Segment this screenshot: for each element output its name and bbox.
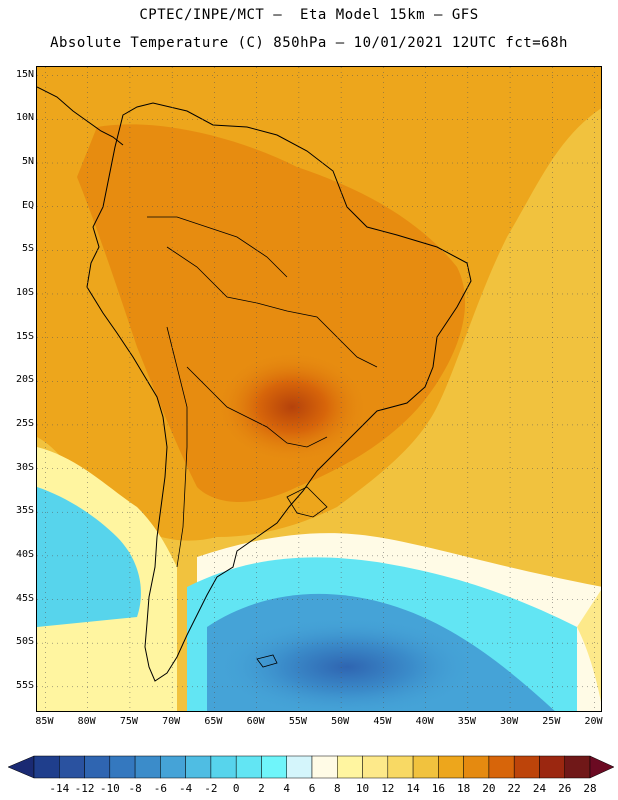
longitude-tick-label: 60W bbox=[246, 716, 265, 727]
colorbar-tick-label: -8 bbox=[128, 782, 142, 795]
colorbar-swatch bbox=[235, 755, 262, 779]
colorbar-tick-label: -12 bbox=[74, 782, 95, 795]
colorbar-tick-label: 16 bbox=[431, 782, 445, 795]
latitude-tick-label: 55S bbox=[15, 679, 34, 691]
colorbar-tick-label: 24 bbox=[532, 782, 547, 795]
longitude-tick-label: 55W bbox=[288, 716, 307, 727]
latitude-tick-label: 20S bbox=[15, 374, 34, 386]
colorbar-swatch bbox=[286, 755, 313, 779]
latitude-tick-label: 5N bbox=[21, 156, 34, 168]
colorbar-swatch bbox=[513, 755, 540, 779]
longitude-tick-label: 25W bbox=[542, 716, 561, 727]
latitude-tick-label: 45S bbox=[15, 592, 34, 604]
heat-maximum-region bbox=[217, 352, 367, 462]
colorbar-tick-label: -6 bbox=[153, 782, 167, 795]
colorbar-swatch bbox=[387, 755, 414, 779]
colorbar-tick-label: -10 bbox=[99, 782, 120, 795]
longitude-tick-label: 50W bbox=[331, 716, 350, 727]
latitude-tick-label: EQ bbox=[21, 199, 34, 211]
colorbar-swatch bbox=[488, 755, 515, 779]
map-canvas bbox=[37, 67, 601, 711]
temperature-field-cold-pacific bbox=[37, 487, 141, 627]
latitude-tick-label: 10N bbox=[15, 112, 34, 124]
colorbar-tick-label: 12 bbox=[381, 782, 395, 795]
longitude-tick-label: 20W bbox=[584, 716, 603, 727]
colorbar-swatch bbox=[564, 755, 591, 779]
longitude-tick-label: 80W bbox=[77, 716, 96, 727]
longitude-tick-label: 30W bbox=[500, 716, 519, 727]
longitude-tick-label: 65W bbox=[204, 716, 223, 727]
colorbar-swatch bbox=[185, 755, 212, 779]
colorbar-tick-label: 26 bbox=[558, 782, 572, 795]
colorbar-tick-label: 6 bbox=[308, 782, 316, 795]
colorbar-swatch bbox=[109, 755, 136, 779]
south-america-coastline bbox=[86, 102, 472, 682]
colorbar-tick-label: -2 bbox=[204, 782, 218, 795]
colorbar-swatch bbox=[362, 755, 389, 779]
latitude-tick-label: 10S bbox=[15, 286, 34, 298]
longitude-tick-label: 85W bbox=[35, 716, 54, 727]
colorbar-swatch bbox=[261, 755, 287, 779]
central-america-coastline bbox=[37, 86, 124, 146]
cold-minimum-region bbox=[217, 617, 477, 711]
colorbar-swatch bbox=[134, 755, 161, 779]
colorbar-high-arrow bbox=[589, 755, 615, 779]
latitude-tick-label: 15S bbox=[15, 330, 34, 342]
colorbar-tick-label: 2 bbox=[258, 782, 265, 795]
temperature-map bbox=[36, 66, 602, 712]
colorbar-tick-label: 8 bbox=[333, 782, 341, 795]
colorbar-tick-label: 22 bbox=[507, 782, 521, 795]
uruguay-border bbox=[286, 486, 328, 518]
latitude-tick-label: 30S bbox=[15, 461, 34, 473]
falkland-islands bbox=[256, 654, 278, 668]
colorbar-swatch bbox=[311, 755, 338, 779]
map-title-line2: Absolute Temperature (C) 850hPa – 10/01/… bbox=[50, 35, 568, 51]
colorbar-tick-label: -14 bbox=[49, 782, 70, 795]
colorbar-swatch bbox=[412, 755, 439, 779]
longitude-tick-label: 75W bbox=[119, 716, 138, 727]
colorbar-swatch bbox=[337, 755, 363, 779]
latitude-tick-label: 50S bbox=[15, 636, 34, 648]
country-border bbox=[186, 366, 328, 448]
colorbar-tick-label: 18 bbox=[457, 782, 471, 795]
longitude-tick-label: 70W bbox=[162, 716, 181, 727]
longitude-tick-label: 35W bbox=[457, 716, 476, 727]
colorbar-tick-label: 0 bbox=[232, 782, 240, 795]
colorbar-low-arrow bbox=[7, 755, 35, 779]
latitude-tick-label: 25S bbox=[15, 417, 34, 429]
colorbar-swatch bbox=[463, 755, 490, 779]
temperature-field-east-warm bbox=[577, 590, 601, 702]
latitude-tick-label: 35S bbox=[15, 505, 34, 517]
colorbar-swatch bbox=[210, 755, 237, 779]
colorbar-tick-label: 14 bbox=[406, 782, 420, 795]
longitude-tick-label: 45W bbox=[373, 716, 392, 727]
latitude-tick-label: 40S bbox=[15, 548, 34, 560]
colorbar-tick-label: -4 bbox=[179, 782, 193, 795]
latitude-tick-label: 5S bbox=[21, 243, 34, 255]
colorbar-tick-label: 28 bbox=[583, 782, 597, 795]
temperature-field-warm-core bbox=[77, 124, 466, 502]
map-title-line1: CPTEC/INPE/MCT – Eta Model 15km – GFS bbox=[139, 7, 479, 23]
colorbar-swatch bbox=[438, 755, 464, 779]
latitude-tick-label: 15N bbox=[15, 68, 34, 80]
country-border bbox=[166, 246, 378, 368]
colorbar-tick-label: 4 bbox=[283, 782, 291, 795]
colorbar-swatch bbox=[84, 755, 111, 779]
colorbar-swatch bbox=[33, 755, 60, 779]
colorbar-tick-label: 20 bbox=[482, 782, 496, 795]
colorbar-swatch bbox=[539, 755, 565, 779]
colorbar-swatch bbox=[160, 755, 186, 779]
colorbar-tick-label: 10 bbox=[355, 782, 370, 795]
longitude-tick-label: 40W bbox=[415, 716, 434, 727]
country-border bbox=[166, 326, 188, 568]
colorbar-swatch bbox=[59, 755, 85, 779]
colorbar bbox=[7, 755, 615, 779]
